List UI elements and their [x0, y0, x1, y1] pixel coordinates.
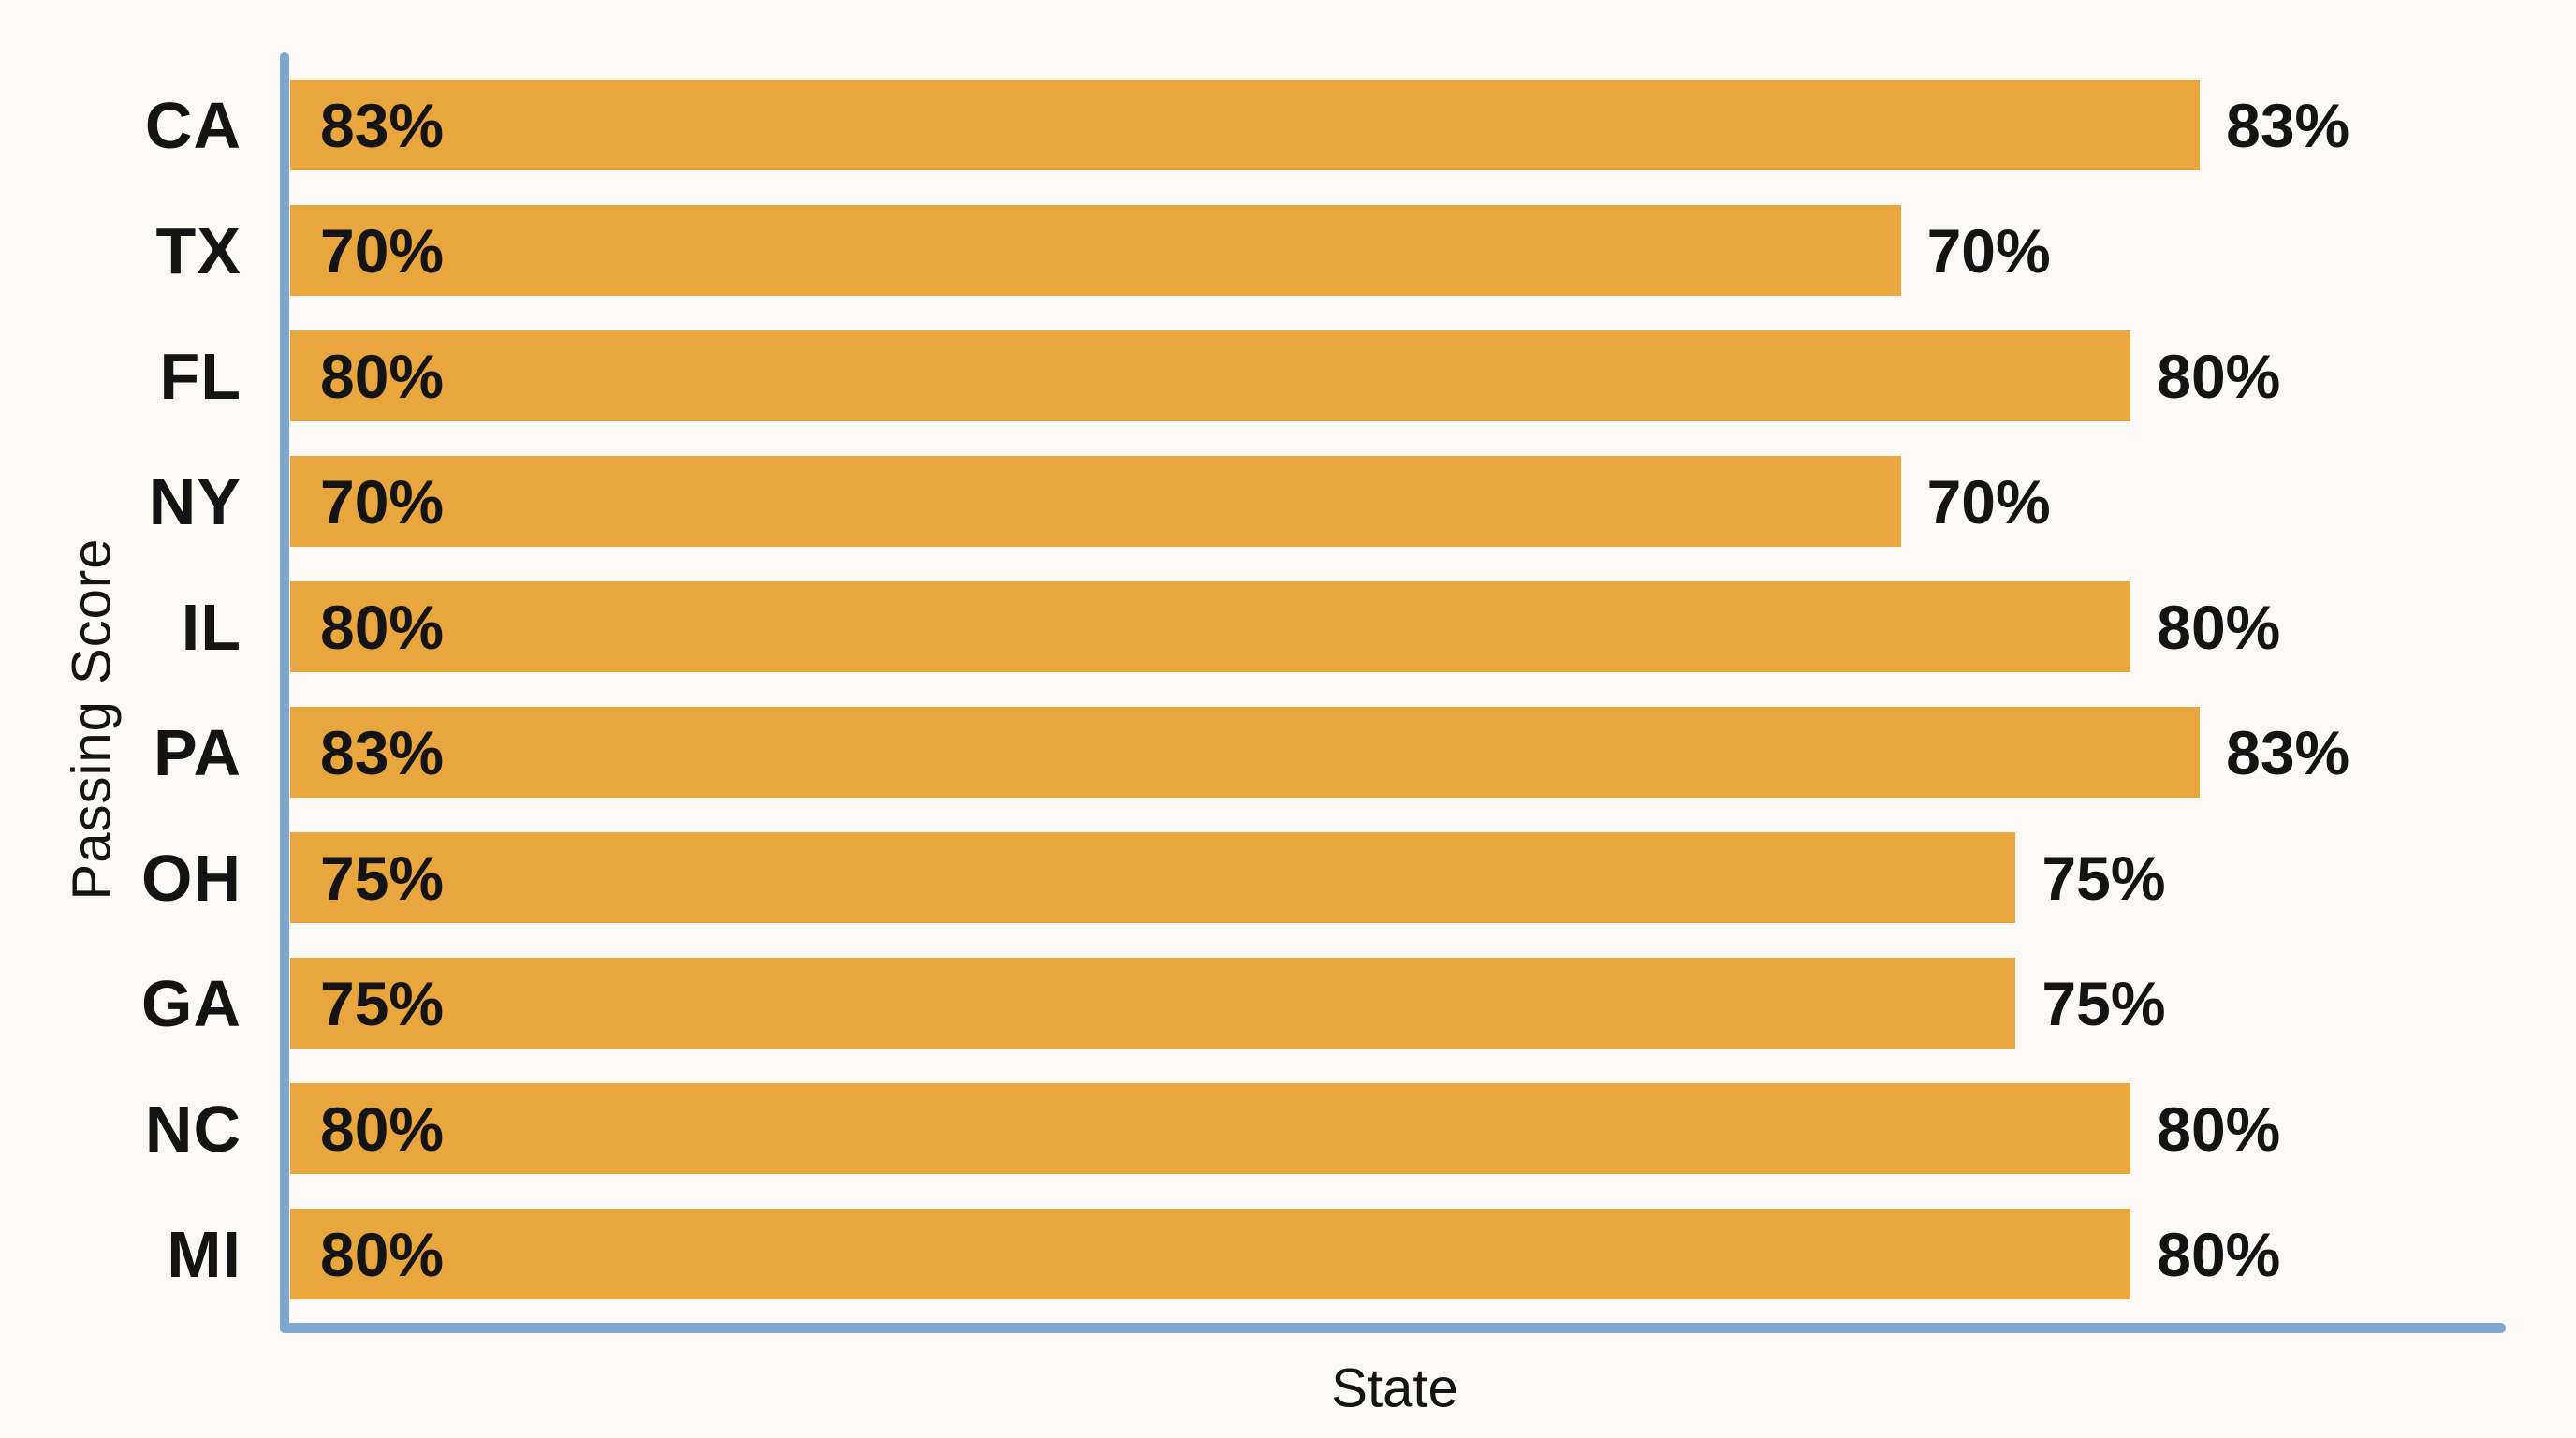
bar-ca: 83% [290, 80, 2201, 170]
category-label-ny: NY [148, 464, 242, 538]
value-label-outside-ga: 75% [2042, 968, 2166, 1038]
bar-il: 80% [290, 581, 2131, 672]
bar-row-nc: 80% 80% [290, 1083, 2506, 1174]
category-label-ga: GA [141, 966, 242, 1040]
value-label-inside-nc: 80% [320, 1093, 445, 1164]
bar-pa: 83% [290, 707, 2201, 798]
bar-row-mi: 80% 80% [290, 1209, 2506, 1299]
value-label-inside-il: 80% [320, 592, 445, 662]
bar-row-fl: 80% 80% [290, 330, 2506, 421]
x-axis-line [280, 1323, 2506, 1333]
category-label-nc: NC [144, 1092, 242, 1166]
category-label-pa: PA [153, 715, 242, 789]
bar-row-pa: 83% 83% [290, 707, 2506, 798]
value-label-outside-mi: 80% [2157, 1219, 2281, 1289]
bar-fl: 80% [290, 330, 2131, 421]
bar-row-oh: 75% 75% [290, 832, 2506, 923]
category-label-mi: MI [167, 1217, 242, 1291]
value-label-outside-nc: 80% [2157, 1093, 2281, 1164]
value-label-outside-ca: 83% [2226, 90, 2350, 160]
value-label-outside-tx: 70% [1926, 215, 2051, 286]
value-label-inside-oh: 75% [320, 843, 445, 913]
value-label-inside-ny: 70% [320, 466, 445, 536]
category-label-tx: TX [155, 213, 242, 287]
bar-nc: 80% [290, 1083, 2131, 1174]
value-label-outside-oh: 75% [2042, 843, 2166, 913]
bar-row-ny: 70% 70% [290, 456, 2506, 547]
value-label-inside-tx: 70% [320, 215, 445, 286]
category-label-ca: CA [144, 88, 242, 162]
bar-row-ga: 75% 75% [290, 958, 2506, 1049]
value-label-outside-ny: 70% [1926, 466, 2051, 536]
plot-area: 83% 83% 70% 70% 80% 80% 70% 70% 80% 80% 83% 83% 75% 7… [290, 80, 2506, 1299]
value-label-outside-pa: 83% [2226, 717, 2350, 787]
bar-oh: 75% [290, 832, 2016, 923]
value-label-inside-fl: 80% [320, 341, 445, 411]
bar-tx: 70% [290, 205, 1901, 296]
x-axis-title: State [1331, 1357, 1458, 1419]
category-label-oh: OH [141, 841, 242, 915]
bar-ga: 75% [290, 958, 2016, 1049]
bar-row-tx: 70% 70% [290, 205, 2506, 296]
bar-ny: 70% [290, 456, 1901, 547]
category-label-fl: FL [159, 339, 242, 413]
category-axis-labels: CA TX FL NY IL PA OH GA NC MI [0, 80, 242, 1299]
category-label-il: IL [181, 590, 242, 664]
value-label-outside-fl: 80% [2157, 341, 2281, 411]
value-label-inside-ga: 75% [320, 968, 445, 1038]
bar-row-il: 80% 80% [290, 581, 2506, 672]
value-label-inside-pa: 83% [320, 717, 445, 787]
value-label-inside-ca: 83% [320, 90, 445, 160]
value-label-inside-mi: 80% [320, 1219, 445, 1289]
value-label-outside-il: 80% [2157, 592, 2281, 662]
bar-row-ca: 83% 83% [290, 80, 2506, 170]
bar-mi: 80% [290, 1209, 2131, 1299]
y-axis-line [280, 52, 289, 1333]
